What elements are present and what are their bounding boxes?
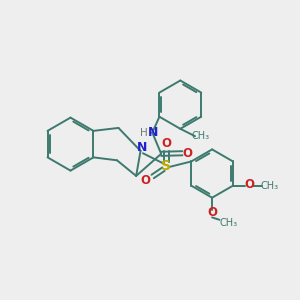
Text: H: H bbox=[140, 128, 148, 138]
Text: O: O bbox=[141, 173, 151, 187]
Text: N: N bbox=[148, 126, 158, 139]
Text: CH₃: CH₃ bbox=[219, 218, 237, 228]
Text: S: S bbox=[161, 159, 172, 173]
Text: CH₃: CH₃ bbox=[260, 181, 279, 190]
Text: N: N bbox=[137, 141, 147, 154]
Text: O: O bbox=[161, 137, 172, 150]
Text: O: O bbox=[207, 206, 217, 219]
Text: CH₃: CH₃ bbox=[192, 131, 210, 141]
Text: O: O bbox=[183, 147, 193, 160]
Text: O: O bbox=[244, 178, 254, 191]
